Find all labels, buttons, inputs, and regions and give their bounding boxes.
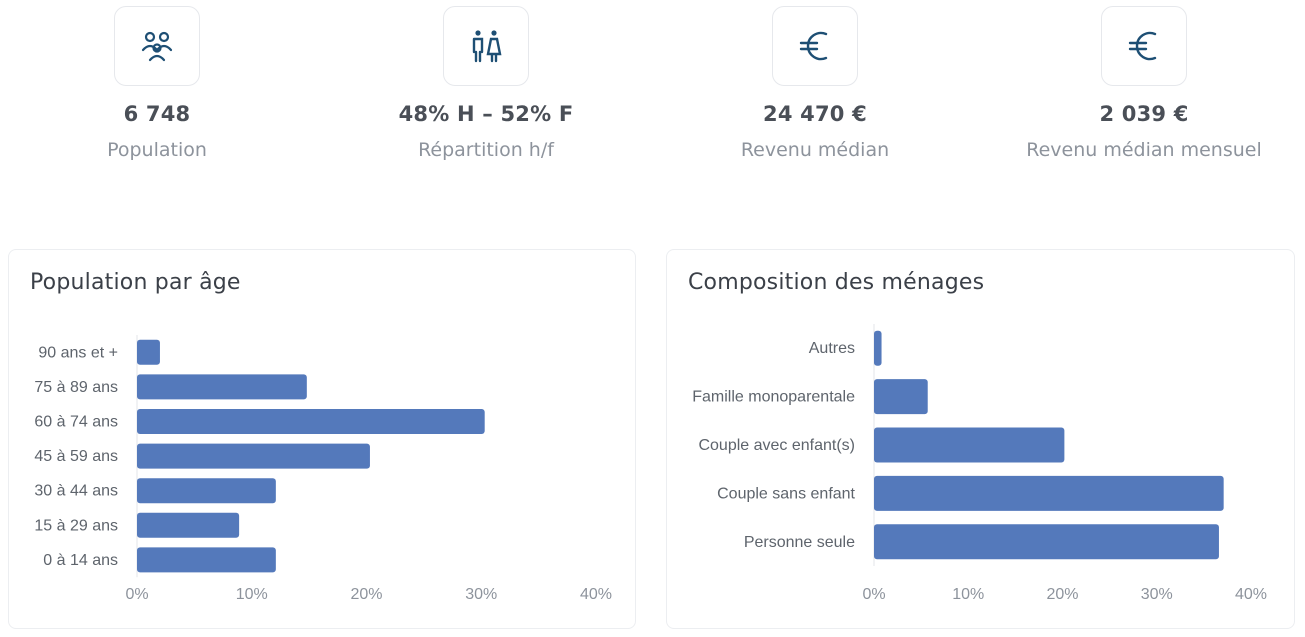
category-label: Couple avec enfant(s) [698, 437, 855, 454]
household-chart-card: Composition des ménages Autres Famille mo… [666, 249, 1295, 629]
age-chart-card: Population par âge 90 ans et + 75 à 89 an… [8, 249, 636, 629]
category-label: 30 à 44 ans [34, 483, 118, 500]
bar [137, 512, 240, 538]
category-label: Famille monoparentale [692, 389, 855, 406]
bar [874, 427, 1065, 463]
x-tick-label: 30% [1141, 586, 1173, 603]
x-tick-label: 20% [350, 586, 382, 603]
bar [137, 478, 276, 504]
bar [874, 475, 1224, 511]
stat-icon-box [1101, 6, 1187, 86]
euro-icon [1128, 31, 1157, 61]
x-tick-label: 20% [1046, 586, 1078, 603]
stat-value: 2 039 € [1099, 102, 1189, 126]
stat-population: 6 748 Population [0, 0, 322, 161]
category-label: Personne seule [744, 534, 855, 551]
bar [137, 339, 160, 365]
bar [137, 547, 276, 573]
category-label: 15 à 29 ans [34, 517, 118, 534]
x-tick-label: 0% [862, 586, 885, 603]
stat-median-income: 24 470 € Revenu médian [650, 0, 980, 161]
x-tick-label: 40% [1235, 586, 1267, 603]
x-tick-label: 30% [465, 586, 497, 603]
stat-label: Revenu médian [740, 139, 890, 161]
bar [137, 409, 485, 434]
category-label: Autres [809, 340, 855, 357]
euro-icon [799, 31, 828, 61]
stat-value: 6 748 [123, 102, 191, 126]
bar [874, 524, 1219, 560]
category-label: 45 à 59 ans [34, 448, 118, 465]
household-bar-chart: Autres Famille monoparentale Couple avec e… [692, 324, 1267, 603]
stat-value: 48% H – 52% F [398, 102, 574, 126]
stat-monthly-income: 2 039 € Revenu médian mensuel [979, 0, 1305, 161]
bar [137, 374, 307, 400]
age-bar-chart: 90 ans et + 75 à 89 ans 60 à 74 ans 45 à 59… [34, 335, 612, 603]
category-label: 75 à 89 ans [34, 379, 118, 396]
stat-label: Répartition h/f [418, 139, 554, 161]
people-icon [141, 31, 173, 62]
stat-label: Population [107, 139, 207, 161]
x-tick-label: 0% [125, 586, 148, 603]
bar [137, 443, 370, 469]
stat-value: 24 470 € [763, 102, 867, 126]
category-label: 0 à 14 ans [43, 552, 118, 569]
stat-gender: 48% H – 52% F Répartition h/f [321, 0, 651, 161]
category-label: 60 à 74 ans [34, 414, 118, 431]
chart-title: Composition des ménages [688, 270, 985, 295]
category-label: Couple sans enfant [717, 485, 855, 502]
chart-title: Population par âge [30, 270, 241, 295]
x-tick-label: 10% [952, 586, 984, 603]
bar [874, 330, 882, 366]
gender-icon [472, 30, 502, 63]
category-label: 90 ans et + [38, 344, 118, 361]
x-tick-label: 10% [236, 586, 268, 603]
stat-icon-box [443, 6, 529, 86]
stat-icon-box [772, 6, 858, 86]
bar [874, 379, 928, 415]
x-tick-label: 40% [580, 586, 612, 603]
stat-icon-box [114, 6, 200, 86]
stat-label: Revenu médian mensuel [1026, 139, 1262, 161]
